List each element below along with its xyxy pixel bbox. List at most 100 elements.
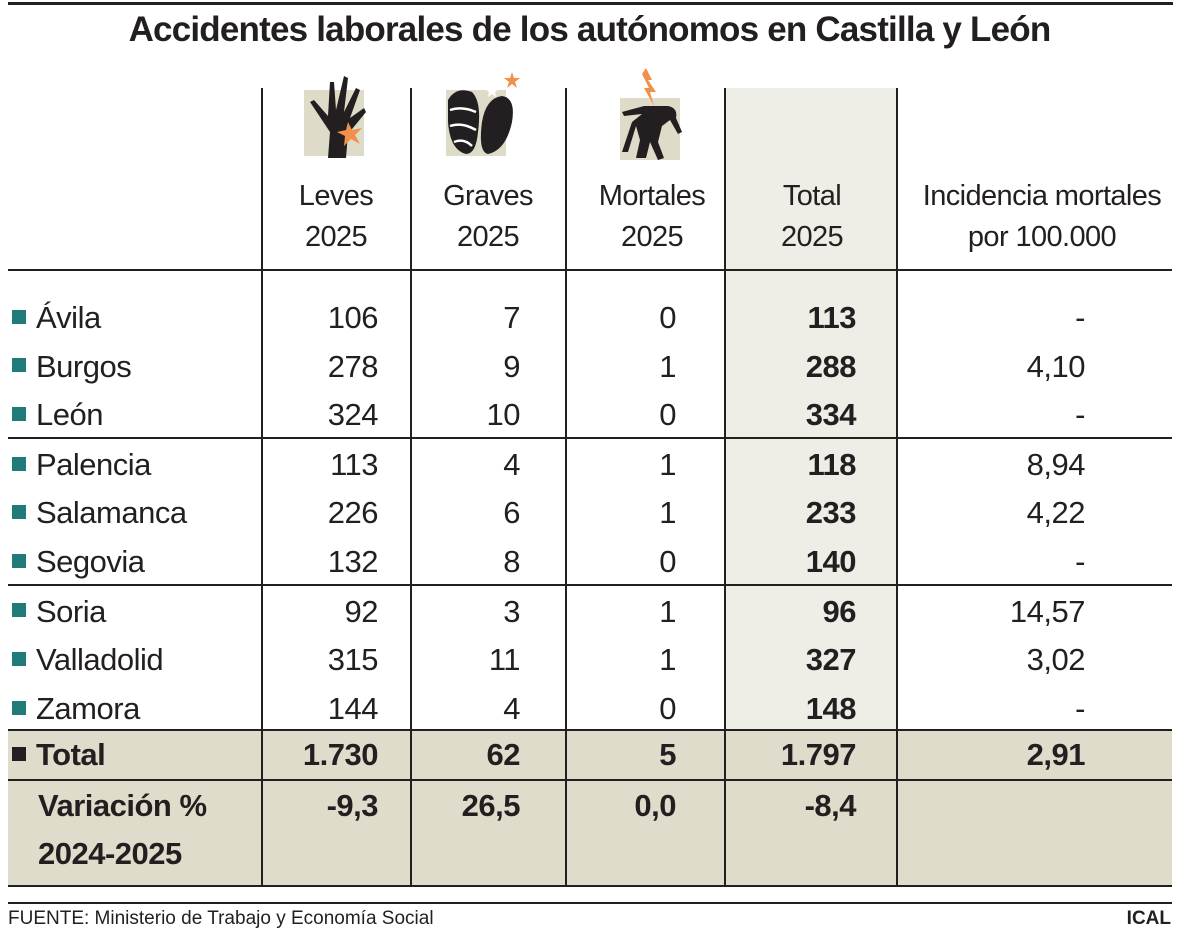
- table-cell: 4,10: [1026, 348, 1086, 384]
- table-cell: 10: [486, 397, 521, 433]
- table-cell: 4: [503, 446, 520, 482]
- table-cell: 9: [503, 348, 520, 384]
- brand-logo: ICAL: [1126, 908, 1171, 929]
- table-cell: -: [1075, 300, 1085, 335]
- table-cell: 62: [486, 737, 521, 772]
- row-label-text: 2024-2025: [38, 836, 182, 871]
- table-cell: -8,4: [804, 788, 857, 823]
- column-divider: [261, 88, 263, 886]
- table-cell: 26,5: [461, 788, 521, 823]
- column-header-line2: 2025: [304, 221, 368, 253]
- table-cell: 327: [805, 642, 857, 678]
- header-rule: [8, 269, 1172, 271]
- row-label: Variación % 2024-2025: [38, 782, 207, 878]
- variation-rule: [8, 779, 1172, 781]
- table-cell: 5: [659, 737, 676, 772]
- table-cell: 14,57: [1009, 593, 1086, 629]
- table-cell: 288: [805, 348, 857, 384]
- row-marker-icon: [12, 309, 26, 324]
- row-label: Ávila: [12, 294, 101, 342]
- table-cell: 7: [503, 300, 520, 335]
- row-label: Valladolid: [12, 636, 164, 684]
- row-marker-icon: [12, 456, 26, 471]
- table-cell: 3: [503, 593, 520, 629]
- column-header: Graves 2025: [358, 176, 618, 258]
- total-row-background: [8, 730, 1172, 886]
- row-marker-icon: [12, 746, 26, 761]
- row-marker-icon: [12, 553, 26, 568]
- column-divider: [896, 88, 898, 886]
- group-rule: [8, 584, 1172, 586]
- table-cell: 8: [503, 544, 520, 579]
- column-header-line2: por 100.000: [967, 221, 1117, 253]
- column-divider: [410, 88, 412, 886]
- row-label-text: Soria: [36, 593, 106, 629]
- table-cell: 92: [344, 593, 379, 629]
- row-marker-icon: [12, 407, 26, 421]
- table-cell: 140: [805, 544, 857, 579]
- row-label-text: León: [36, 397, 103, 433]
- table-cell: 132: [327, 544, 379, 579]
- table-cell: 1: [659, 593, 676, 629]
- total-rule: [8, 729, 1172, 731]
- injured-hand-icon: [304, 76, 366, 158]
- row-label-text: Variación %: [38, 788, 207, 823]
- row-label-text: Ávila: [36, 300, 101, 335]
- row-label: Total: [12, 731, 106, 779]
- row-marker-icon: [12, 505, 26, 520]
- electrocuted-person-icon: [620, 68, 682, 160]
- table-cell: [885, 782, 1085, 830]
- column-header: Total 2025: [682, 176, 942, 258]
- column-header: Mortales 2025: [522, 176, 782, 258]
- column-header-line2: 2025: [780, 221, 844, 253]
- table-cell: -: [1075, 397, 1085, 433]
- row-marker-icon: [12, 603, 26, 618]
- row-label-text: Total: [36, 737, 106, 772]
- column-header-line1: Total: [782, 180, 842, 212]
- table-cell: 1: [659, 446, 676, 482]
- row-label: Burgos: [12, 343, 132, 391]
- table-cell: 118: [807, 446, 856, 482]
- row-marker-icon: [12, 358, 26, 373]
- row-label-text: Segovia: [36, 544, 145, 579]
- footer-rule: [8, 902, 1172, 904]
- page-title: Accidentes laborales de los autónomos en…: [128, 10, 1052, 49]
- row-label-text: Burgos: [36, 348, 132, 384]
- row-marker-icon: [12, 700, 26, 715]
- column-header-line1: Incidencia mortales: [922, 180, 1162, 212]
- table-cell: -: [1075, 544, 1085, 579]
- row-label-text: Palencia: [36, 446, 151, 482]
- table-cell: 233: [805, 495, 857, 531]
- row-label: Palencia: [12, 441, 151, 489]
- bandaged-foot-icon: [446, 72, 520, 156]
- column-header-line1: Leves: [298, 180, 374, 212]
- table-cell: 6: [503, 495, 520, 531]
- table-cell: 106: [327, 300, 379, 335]
- row-label-text: Valladolid: [36, 642, 164, 678]
- table-cell: 324: [327, 397, 379, 433]
- column-header: Leves 2025: [206, 176, 466, 258]
- table-cell: 1.730: [302, 737, 379, 772]
- row-label: Zamora: [12, 685, 140, 733]
- table-cell: 0: [659, 397, 676, 433]
- table-cell: 96: [822, 593, 857, 629]
- table-cell: 0: [659, 544, 676, 579]
- column-header: Incidencia mortales por 100.000: [912, 176, 1172, 258]
- table-cell: 144: [327, 690, 379, 726]
- table-cell: 148: [805, 690, 857, 726]
- column-header-line1: Mortales: [598, 180, 706, 212]
- table-cell: 1: [659, 348, 676, 384]
- column-divider: [565, 88, 567, 886]
- table-cell: 1: [659, 495, 676, 531]
- column-header-line1: Graves: [443, 180, 533, 212]
- bottom-rule: [8, 885, 1172, 887]
- group-rule: [8, 437, 1172, 439]
- table-cell: 0,0: [634, 788, 676, 823]
- table-cell: 3,02: [1026, 642, 1086, 678]
- table-cell: 0: [659, 300, 676, 335]
- table-cell: -: [1075, 690, 1085, 726]
- table-cell: 11: [488, 642, 521, 678]
- table-cell: 2,91: [1026, 737, 1086, 772]
- table-cell: 0: [659, 690, 676, 726]
- table-cell: 315: [327, 642, 379, 678]
